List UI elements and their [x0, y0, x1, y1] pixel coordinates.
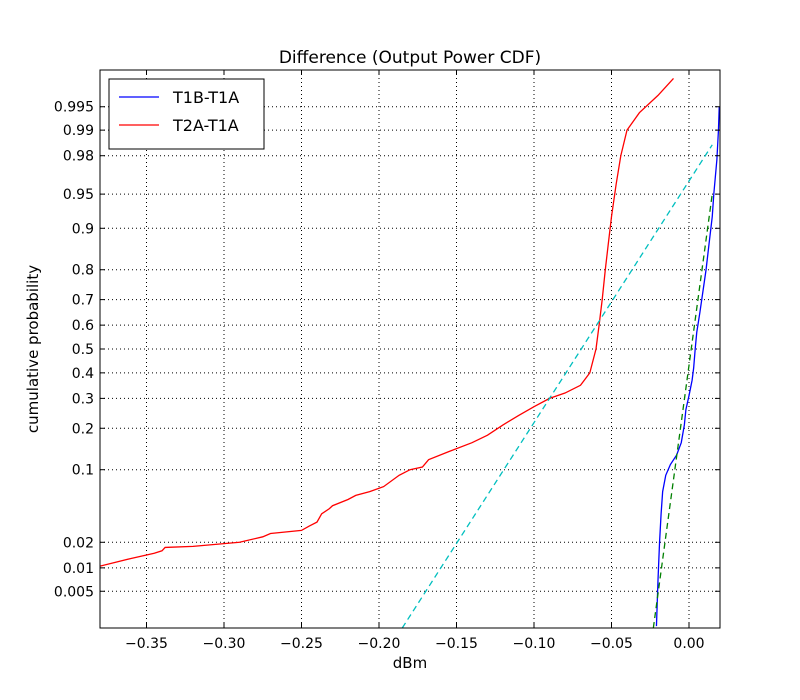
y-tick-label: 0.4 — [72, 366, 94, 382]
x-tick-label: −0.05 — [590, 636, 633, 652]
y-tick-label: 0.99 — [63, 123, 94, 139]
fit-line-3 — [652, 194, 713, 628]
y-tick-label: 0.1 — [72, 463, 94, 479]
x-axis-label: dBm — [393, 654, 427, 672]
y-tick-label: 0.7 — [72, 293, 94, 309]
y-tick-label: 0.01 — [63, 561, 94, 577]
x-tick-label: −0.25 — [280, 636, 323, 652]
x-axis: −0.35 −0.30 −0.25 −0.20 −0.15 −0.10 −0.05 0.00 — [125, 70, 705, 652]
y-tick-label: 0.005 — [54, 584, 94, 600]
series-line-t1b-t1a — [655, 106, 720, 627]
legend-label: T2A-T1A — [172, 116, 239, 135]
x-tick-label: −0.20 — [358, 636, 401, 652]
y-tick-label: 0.6 — [72, 318, 94, 334]
y-tick-label: 0.995 — [54, 100, 94, 116]
y-tick-label: 0.02 — [63, 535, 94, 551]
legend-label: T1B-T1A — [172, 88, 239, 107]
legend-box — [108, 78, 265, 150]
chart-title: Difference (Output Power CDF) — [279, 48, 541, 68]
fit-line-2 — [401, 144, 713, 628]
y-axis-label: cumulative probability — [24, 265, 42, 433]
x-tick-label: −0.35 — [125, 636, 168, 652]
y-tick-label: 0.5 — [72, 342, 94, 358]
x-tick-label: 0.00 — [673, 636, 704, 652]
series-line-t2a-t1a — [100, 77, 674, 567]
grid — [100, 70, 720, 628]
legend: T1B-T1A T2A-T1A — [108, 78, 265, 150]
y-axis: 0.005 0.01 0.02 0.1 0.2 0.3 0.4 0.5 0.6 0.7 0.8 0.9… — [54, 100, 720, 600]
series-lines — [100, 77, 720, 628]
y-tick-label: 0.9 — [72, 221, 94, 237]
y-tick-label: 0.3 — [72, 391, 94, 407]
x-tick-label: −0.10 — [513, 636, 556, 652]
x-tick-label: −0.30 — [203, 636, 246, 652]
y-tick-label: 0.2 — [72, 421, 94, 437]
y-tick-label: 0.8 — [72, 263, 94, 279]
x-tick-label: −0.15 — [435, 636, 478, 652]
y-tick-label: 0.98 — [63, 149, 94, 165]
y-tick-label: 0.95 — [63, 187, 94, 203]
